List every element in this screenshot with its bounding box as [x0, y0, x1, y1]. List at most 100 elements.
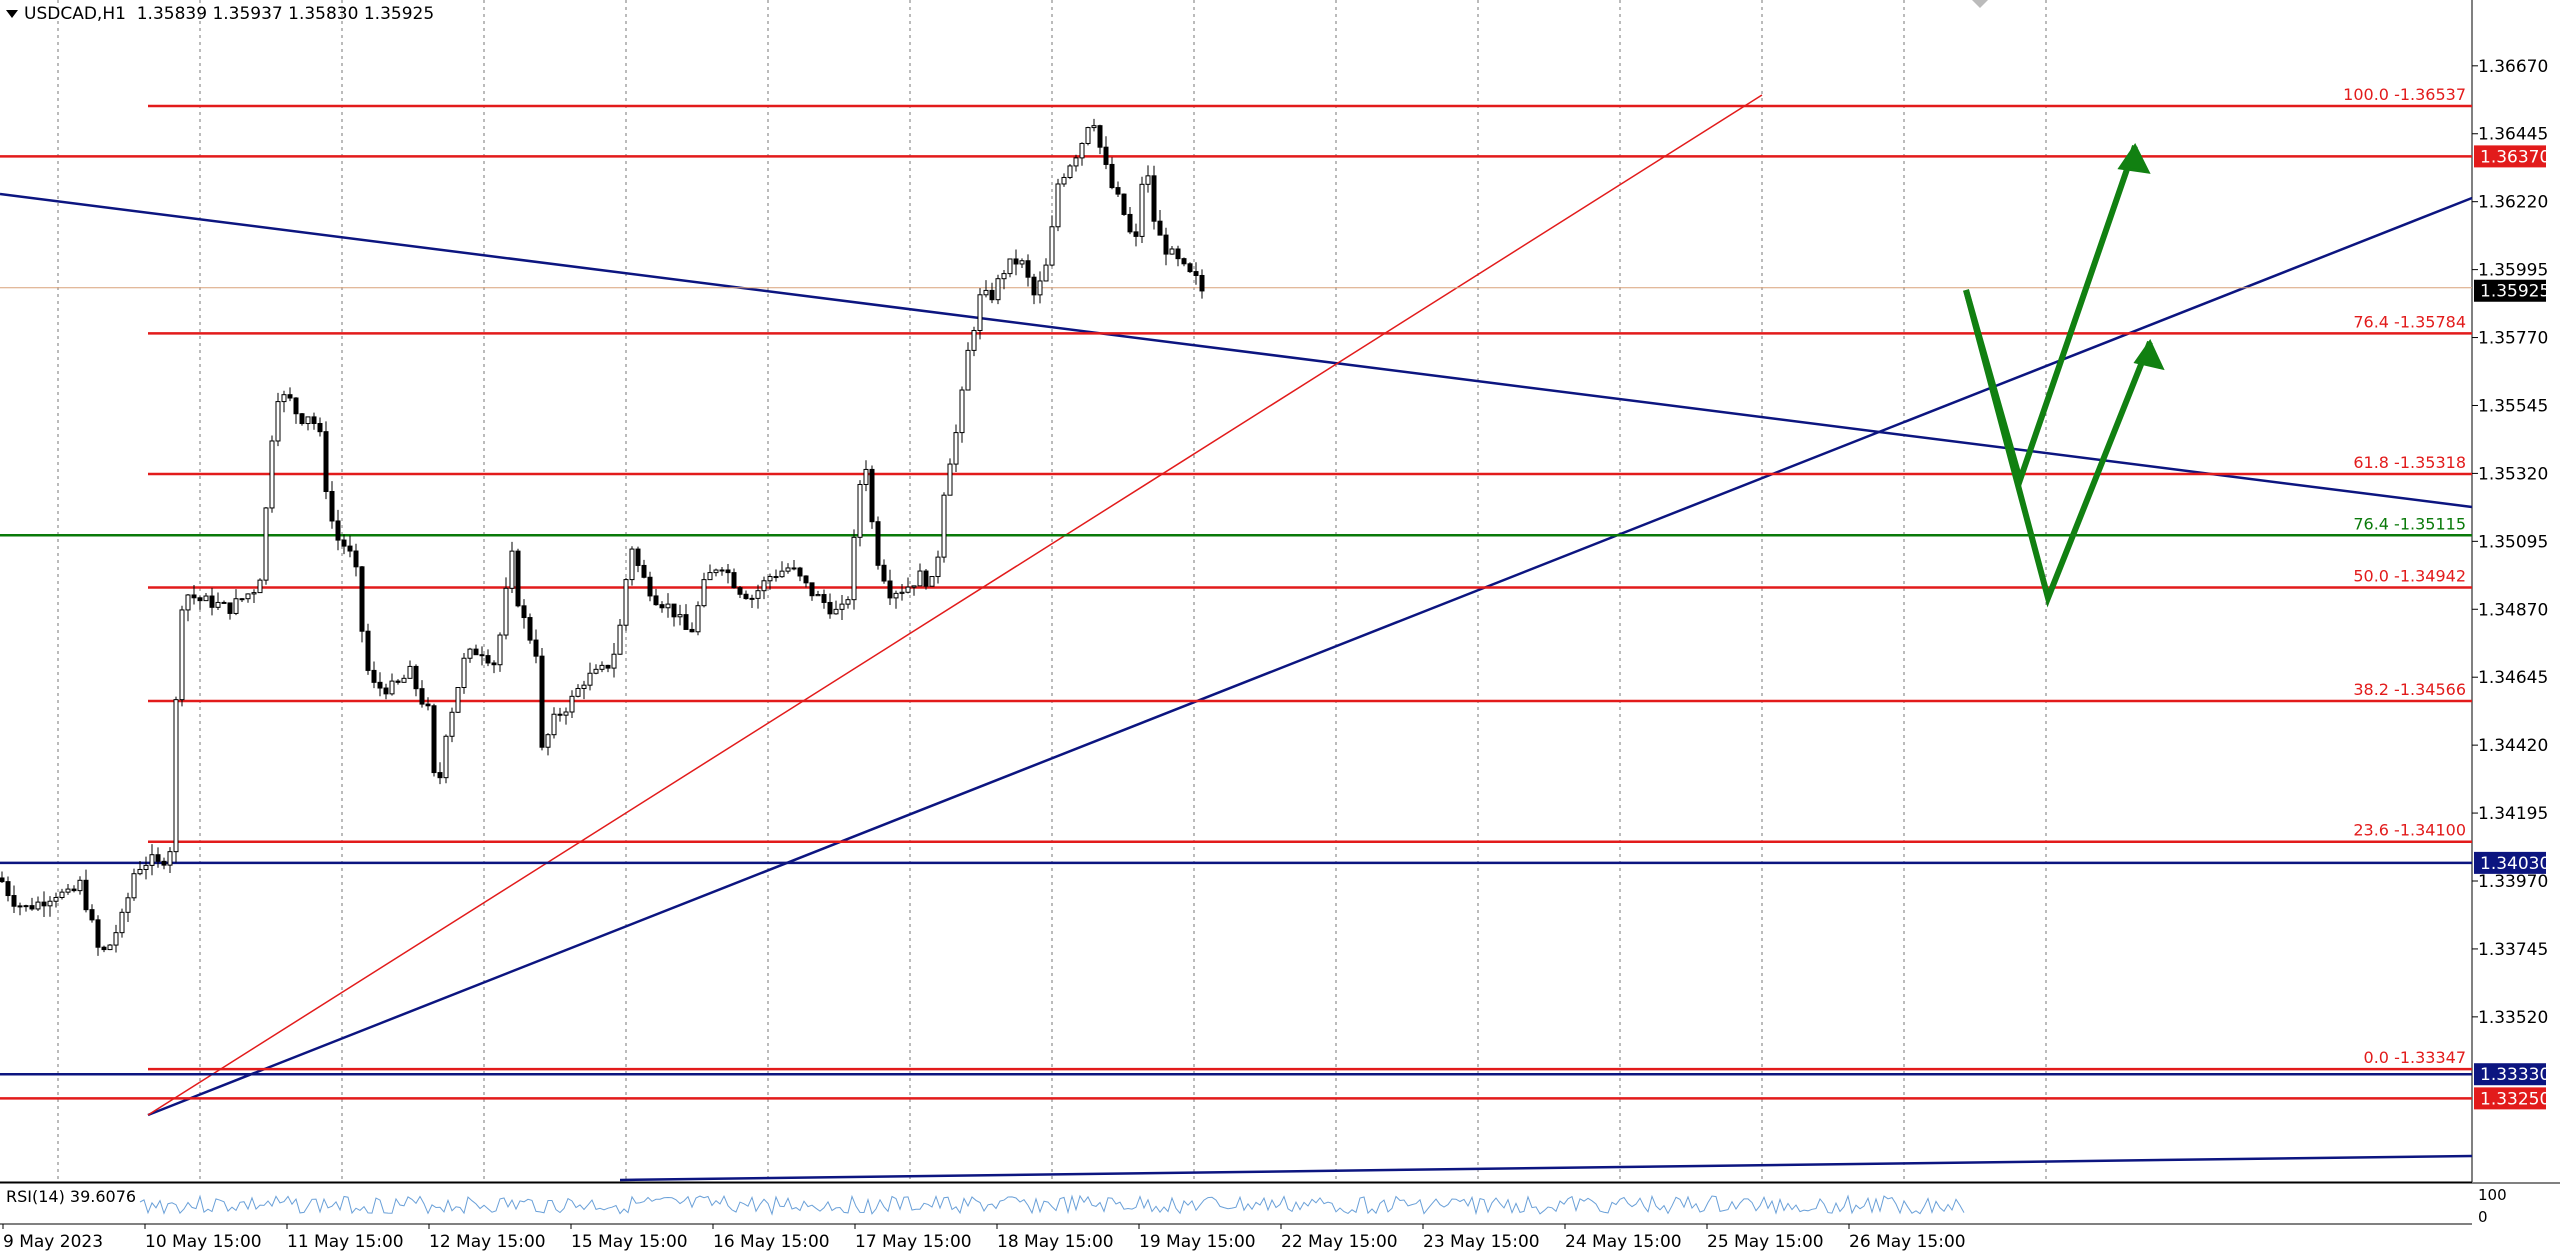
candle-body-113 [677, 614, 683, 618]
candle-body-123 [737, 587, 743, 595]
x-tick-label-2: 11 May 15:00 [287, 1232, 404, 1252]
y-tick-label-4: 1.35770 [2478, 329, 2548, 349]
candle-body-6 [35, 901, 41, 910]
candle-body-63 [377, 681, 383, 689]
candle-body-57 [341, 539, 347, 547]
candle-body-116 [695, 605, 701, 633]
candle-body-194 [1163, 234, 1169, 255]
candle-body-199 [1193, 271, 1199, 276]
candle-body-10 [59, 891, 65, 898]
candle-body-18 [107, 944, 113, 951]
candle-body-184 [1103, 146, 1109, 165]
candle-body-145 [869, 468, 875, 523]
candle-body-140 [839, 603, 845, 610]
candle-body-92 [551, 713, 557, 736]
candle-body-141 [845, 599, 851, 605]
candle-body-61 [365, 630, 371, 671]
candle-body-109 [653, 595, 659, 606]
candle-body-177 [1061, 176, 1067, 185]
candle-body-29 [173, 699, 179, 853]
projection-arrow-2 [1963, 289, 2153, 608]
candle-body-192 [1151, 175, 1157, 222]
candle-body-9 [53, 896, 59, 902]
x-tick-label-10: 23 May 15:00 [1423, 1232, 1540, 1252]
candle-body-46 [275, 401, 281, 442]
candle-body-138 [827, 601, 833, 615]
candle-body-65 [389, 680, 395, 695]
candle-body-68 [407, 665, 413, 679]
candle-body-27 [161, 860, 167, 866]
candle-body-73 [437, 772, 443, 779]
candle-body-189 [1133, 231, 1139, 237]
ascending-trendline [147, 196, 2473, 1117]
candle-body-28 [167, 851, 173, 866]
candle-body-21 [125, 897, 131, 913]
candle-body-97 [581, 684, 587, 689]
candle-body-133 [797, 567, 803, 577]
candle-body-126 [755, 590, 761, 599]
candle-body-196 [1175, 248, 1181, 260]
level-label-2: 61.8 -1.35318 [2353, 453, 2466, 472]
candle-body-99 [593, 668, 599, 674]
level-label-6: 0.0 -1.33347 [2364, 1048, 2466, 1067]
y-tick-label-9: 1.34645 [2478, 668, 2548, 688]
candle-body-70 [419, 688, 425, 705]
candle-body-143 [857, 483, 863, 538]
candle-body-7 [41, 901, 47, 907]
rsi-scale-bottom: 0 [2478, 1208, 2488, 1226]
level-label-5: 23.6 -1.34100 [2353, 821, 2466, 840]
candle-body-36 [215, 601, 221, 608]
candle-body-17 [101, 946, 107, 951]
current-price-tag-text: 1.35925 [2480, 282, 2550, 302]
candle-body-165 [989, 289, 995, 301]
candle-body-142 [851, 536, 857, 601]
candle-body-146 [875, 521, 881, 566]
candle-body-90 [539, 655, 545, 748]
candle-body-100 [599, 664, 605, 670]
candle-body-185 [1109, 163, 1115, 189]
candle-body-122 [731, 572, 737, 589]
x-tick-label-6: 17 May 15:00 [855, 1232, 972, 1252]
candle-body-11 [65, 888, 71, 893]
candle-body-156 [935, 556, 941, 578]
candle-body-151 [905, 586, 911, 593]
x-tick-label-7: 18 May 15:00 [997, 1232, 1114, 1252]
candle-body-26 [155, 854, 161, 862]
price-tag-1-text: 1.34030 [2480, 854, 2550, 874]
candle-body-56 [335, 520, 341, 541]
candle-body-200 [1199, 274, 1205, 292]
y-tick-label-5: 1.35545 [2478, 396, 2548, 416]
candle-body-1 [5, 881, 11, 897]
candle-body-136 [815, 594, 821, 597]
arrowhead-1-icon [2117, 143, 2151, 174]
candle-body-25 [149, 854, 155, 866]
candle-body-106 [635, 548, 641, 566]
candle-body-12 [71, 888, 77, 892]
candle-body-134 [803, 575, 809, 584]
candle-body-77 [461, 657, 467, 689]
y-tick-label-13: 1.33745 [2478, 940, 2548, 960]
dropdown-triangle-icon[interactable] [6, 10, 18, 18]
candle-body-59 [353, 550, 359, 568]
y-tick-label-7: 1.35095 [2478, 532, 2548, 552]
candle-body-78 [467, 648, 473, 659]
candle-body-111 [665, 603, 671, 609]
candle-body-0 [0, 877, 5, 883]
candle-body-127 [761, 580, 767, 592]
candle-body-132 [791, 567, 797, 570]
candle-body-157 [941, 494, 947, 558]
candle-body-172 [1031, 276, 1037, 296]
candle-body-159 [953, 432, 959, 465]
candle-body-152 [911, 585, 917, 588]
candle-body-124 [743, 593, 749, 600]
candle-body-49 [293, 397, 299, 415]
candle-body-15 [89, 909, 95, 921]
candle-body-94 [563, 711, 569, 716]
arrowhead-2-icon [2133, 339, 2165, 371]
candle-body-103 [617, 624, 623, 655]
chart-header: USDCAD,H1 1.35839 1.35937 1.35830 1.3592… [6, 4, 434, 24]
ohlc-values: 1.35839 1.35937 1.35830 1.35925 [136, 4, 435, 24]
level-label-3: 50.0 -1.34942 [2353, 567, 2466, 586]
price-tag-0-text: 1.36370 [2480, 147, 2550, 167]
